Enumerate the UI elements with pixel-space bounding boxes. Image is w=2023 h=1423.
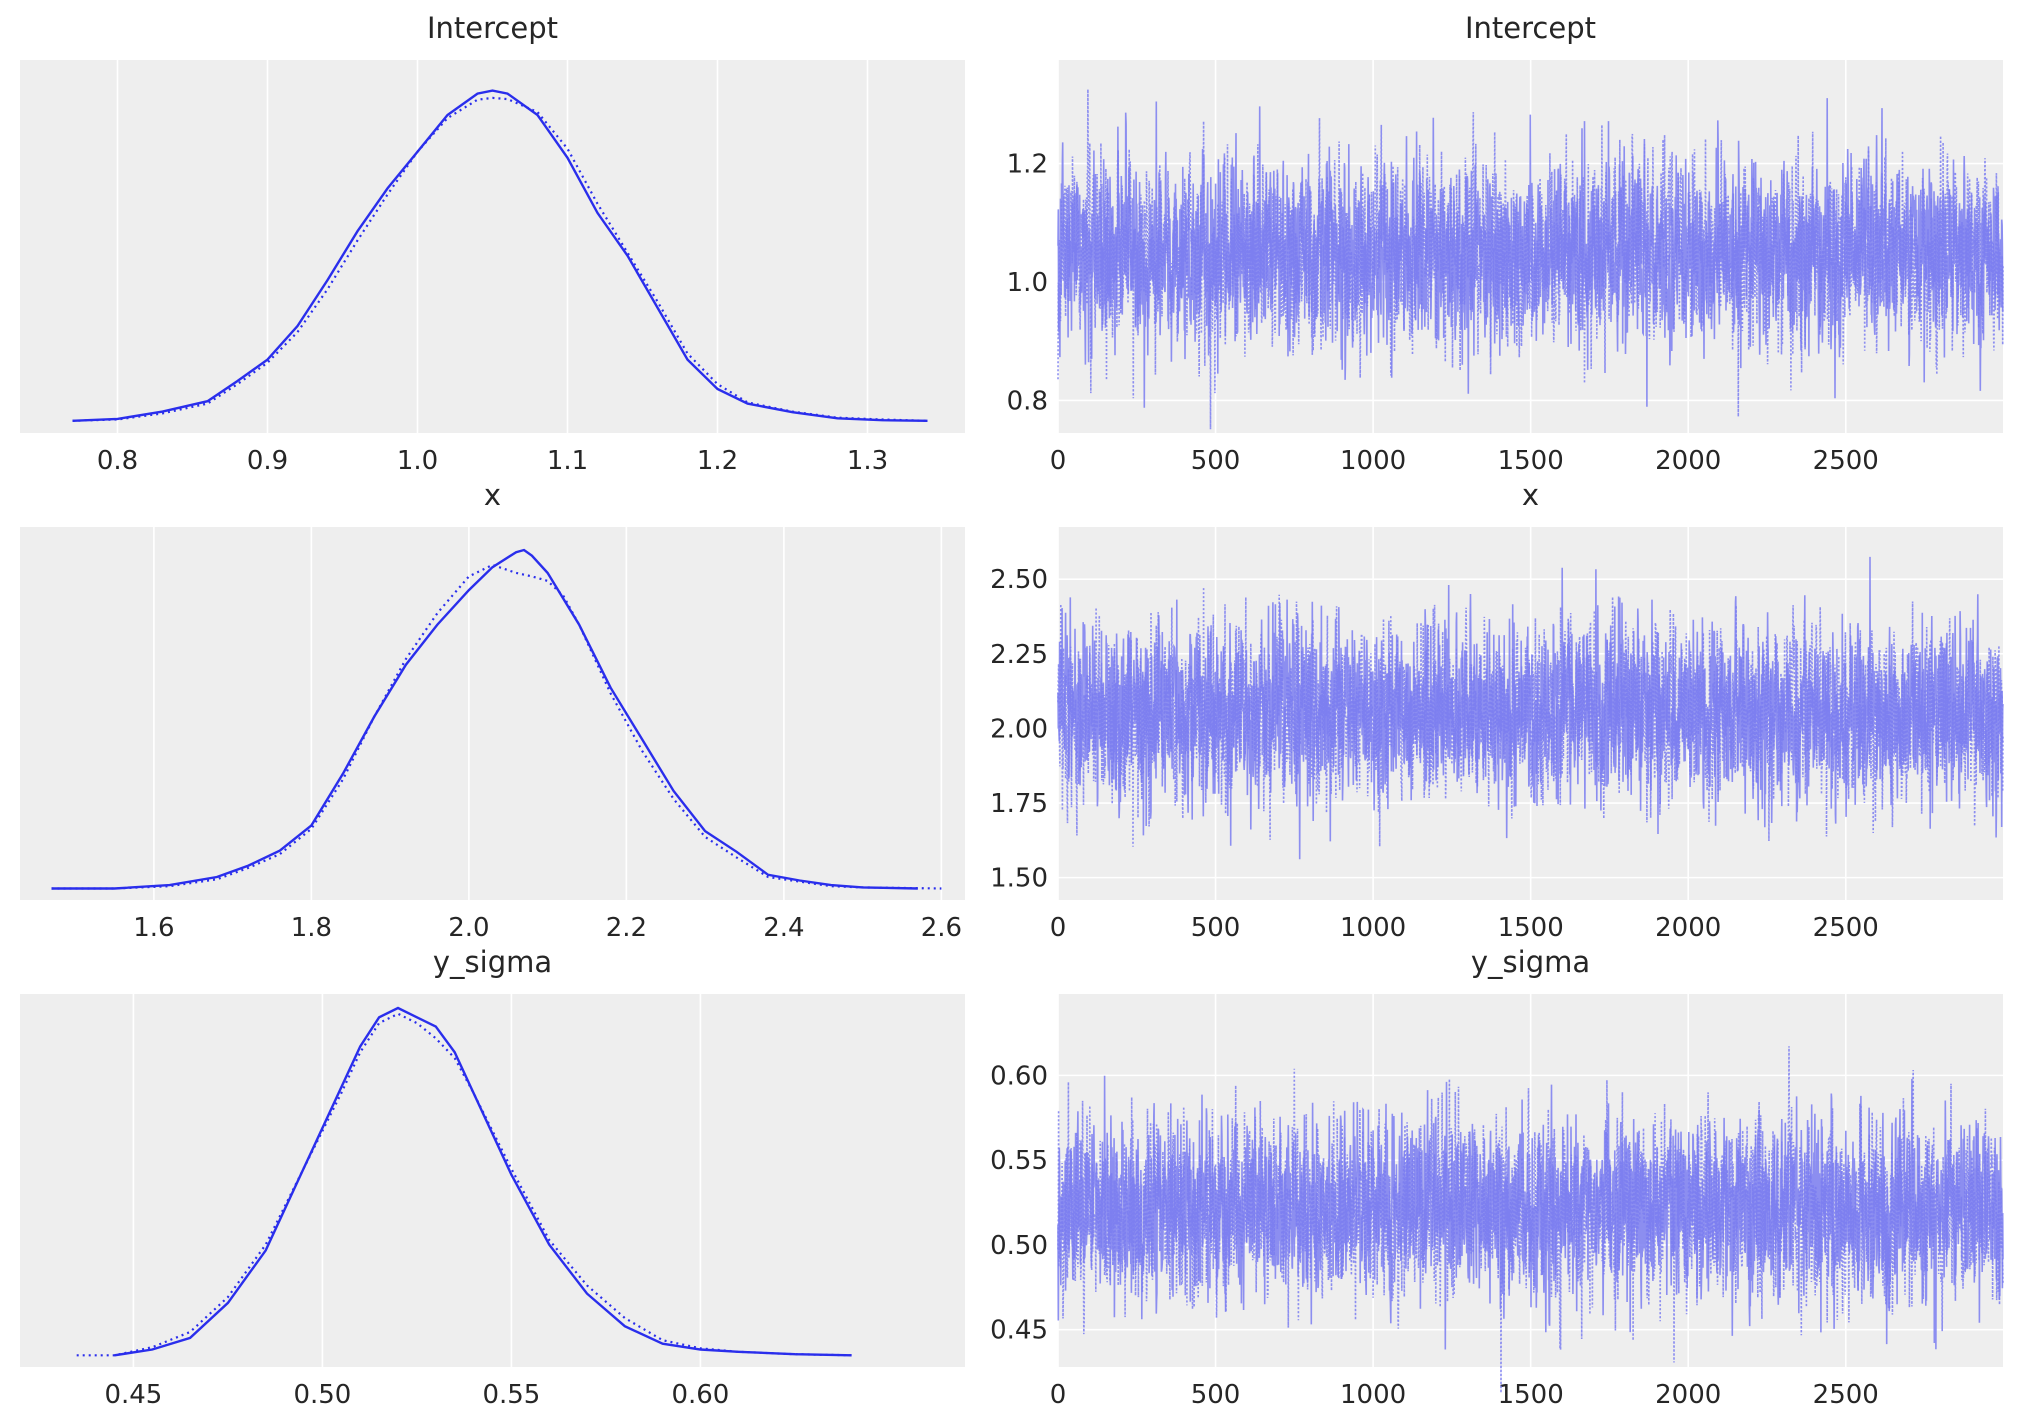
y-tick-label: 0.50 — [990, 1231, 1048, 1261]
y-tick-label: 2.25 — [990, 640, 1048, 670]
x-tick-label: 1500 — [1498, 446, 1564, 476]
y-tick-label: 0.55 — [990, 1146, 1048, 1176]
kde-line-chain-1 — [72, 96, 928, 422]
y-tick-label: 1.50 — [990, 864, 1048, 894]
x-trace-panel: x 0 500 1000 1500 2000 2500 1.50 1.75 2.00 2.25 2.5… — [990, 478, 2004, 943]
panel-title: Intercept — [427, 11, 558, 45]
x-tick-label: 0.8 — [97, 446, 138, 476]
x-tick-label: 0.60 — [671, 1380, 729, 1410]
x-tick-label: 0.9 — [247, 446, 288, 476]
panel-title: x — [484, 478, 501, 512]
y-sigma-trace-panel: y_sigma 0 500 1000 1500 2000 2500 0.45 0.50 0.55 0… — [990, 945, 2004, 1410]
y-tick-label: 1.0 — [1007, 268, 1048, 298]
x-tick-label: 500 — [1191, 913, 1241, 943]
x-tick-label: 2000 — [1655, 913, 1721, 943]
y-tick-label: 1.2 — [1007, 150, 1048, 180]
x-tick-label: 2.4 — [763, 913, 804, 943]
intercept-kde-panel: Intercept 0.8 0.9 1.0 1.1 1.2 1.3 — [20, 11, 965, 476]
x-tick-label: 1.6 — [133, 913, 174, 943]
x-tick-label: 2.2 — [606, 913, 647, 943]
x-tick-label: 2500 — [1813, 446, 1879, 476]
trace-line-chain-1 — [1057, 89, 2004, 430]
x-tick-label: 500 — [1191, 1380, 1241, 1410]
trace-line-chain-1 — [1057, 1046, 2004, 1393]
x-tick-label: 2000 — [1655, 1380, 1721, 1410]
x-tick-label: 1.8 — [291, 913, 332, 943]
x-tick-label: 1000 — [1340, 446, 1406, 476]
x-tick-label: 0 — [1050, 913, 1067, 943]
trace-line-chain-1 — [1057, 587, 2004, 847]
x-tick-label: 2500 — [1813, 1380, 1879, 1410]
panel-title: y_sigma — [1471, 945, 1590, 979]
y-sigma-kde-panel: y_sigma 0.45 0.50 0.55 0.60 — [20, 945, 965, 1410]
kde-line-chain-1 — [51, 563, 942, 890]
x-tick-label: 500 — [1191, 446, 1241, 476]
x-tick-label: 0.45 — [104, 1380, 162, 1410]
x-tick-label: 0.55 — [482, 1380, 540, 1410]
panel-title: Intercept — [1465, 11, 1596, 45]
plot-area — [20, 994, 965, 1367]
kde-line-chain-0 — [51, 548, 918, 890]
plot-area — [20, 527, 965, 900]
x-tick-label: 1000 — [1340, 1380, 1406, 1410]
x-tick-label: 1.1 — [547, 446, 588, 476]
x-tick-label: 0.50 — [293, 1380, 351, 1410]
y-tick-label: 0.60 — [990, 1061, 1048, 1091]
y-tick-label: 1.75 — [990, 789, 1048, 819]
x-tick-label: 1.0 — [397, 446, 438, 476]
panel-title: y_sigma — [433, 945, 552, 979]
y-tick-label: 0.45 — [990, 1316, 1048, 1346]
x-tick-label: 2.0 — [448, 913, 489, 943]
x-tick-label: 2.6 — [921, 913, 962, 943]
x-tick-label: 0 — [1050, 1380, 1067, 1410]
x-tick-label: 2000 — [1655, 446, 1721, 476]
y-tick-label: 2.50 — [990, 565, 1048, 595]
y-tick-label: 2.00 — [990, 714, 1048, 744]
x-tick-label: 0 — [1050, 446, 1067, 476]
kde-line-chain-0 — [114, 1006, 852, 1357]
x-tick-label: 1.2 — [697, 446, 738, 476]
x-tick-label: 1000 — [1340, 913, 1406, 943]
x-tick-label: 1500 — [1498, 913, 1564, 943]
x-kde-panel: x 1.6 1.8 2.0 2.2 2.4 2.6 — [20, 478, 965, 943]
x-tick-label: 1.3 — [847, 446, 888, 476]
intercept-trace-panel: Intercept 0 500 1000 1500 2000 2500 0.8 1.0 1.2 — [1007, 11, 2004, 476]
x-tick-label: 2500 — [1813, 913, 1879, 943]
plot-area — [20, 60, 965, 433]
kde-line-chain-0 — [72, 89, 928, 422]
y-tick-label: 0.8 — [1007, 386, 1048, 416]
panel-title: x — [1522, 478, 1539, 512]
x-tick-label: 1500 — [1498, 1380, 1564, 1410]
